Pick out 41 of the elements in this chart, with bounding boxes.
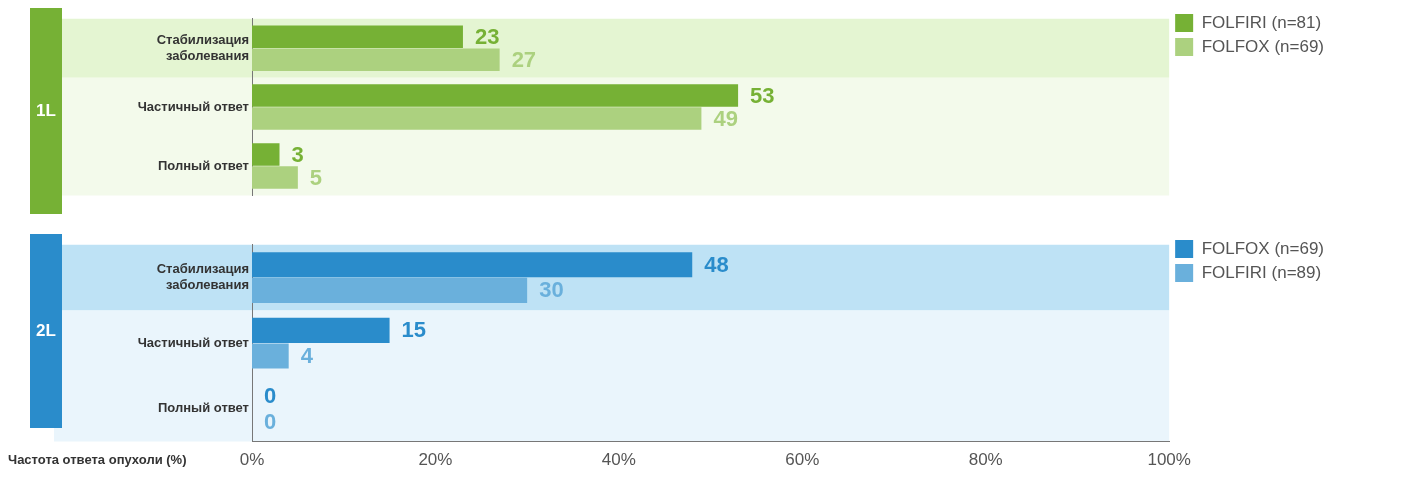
data-label: 53 <box>750 82 775 108</box>
bar <box>252 143 280 166</box>
y-tick-label: Полный ответ <box>157 400 249 416</box>
data-label: 3 <box>291 141 304 167</box>
y-tick-label: Частичный ответ <box>137 98 249 114</box>
legend-label: FOLFOX (n=69) <box>1201 36 1325 56</box>
y-tick-label: Стабилизация заболевания <box>156 261 249 292</box>
bar <box>252 48 500 71</box>
x-axis-title: Частота ответа опухоли (%) <box>8 452 187 468</box>
data-label: 30 <box>539 277 564 303</box>
bar <box>252 84 739 107</box>
bar <box>252 317 390 343</box>
bar <box>252 166 298 189</box>
bar <box>252 107 702 130</box>
y-tick-label: Стабилизация заболевания <box>156 32 249 63</box>
data-label: 5 <box>309 164 323 190</box>
data-label: 48 <box>704 251 729 277</box>
data-label: 15 <box>401 317 427 343</box>
legend-label: FOLFIRI (n=81) <box>1201 12 1322 32</box>
bar <box>252 277 528 303</box>
x-tick-label: 60% <box>785 450 820 470</box>
data-label: 49 <box>713 105 738 131</box>
data-label: 4 <box>300 343 314 369</box>
x-tick-label: 0% <box>239 450 265 470</box>
data-label: 27 <box>511 46 537 72</box>
legend-label: FOLFIRI (n=89) <box>1201 262 1322 282</box>
text: 2L <box>36 321 56 341</box>
x-tick-label: 40% <box>601 450 636 470</box>
y-tick-label: Частичный ответ <box>137 334 249 350</box>
text: 1L <box>36 101 56 121</box>
data-label: 0 <box>264 408 277 434</box>
data-label: 23 <box>474 23 500 49</box>
data-label: 0 <box>264 383 277 409</box>
x-tick-label: 20% <box>418 450 453 470</box>
legend-label: FOLFOX (n=69) <box>1201 238 1325 258</box>
bar <box>252 25 463 48</box>
x-tick-label: 100% <box>1147 450 1191 470</box>
bar <box>252 252 693 278</box>
y-tick-label: Полный ответ <box>157 157 249 173</box>
bar <box>252 343 289 369</box>
x-tick-label: 80% <box>968 450 1003 470</box>
